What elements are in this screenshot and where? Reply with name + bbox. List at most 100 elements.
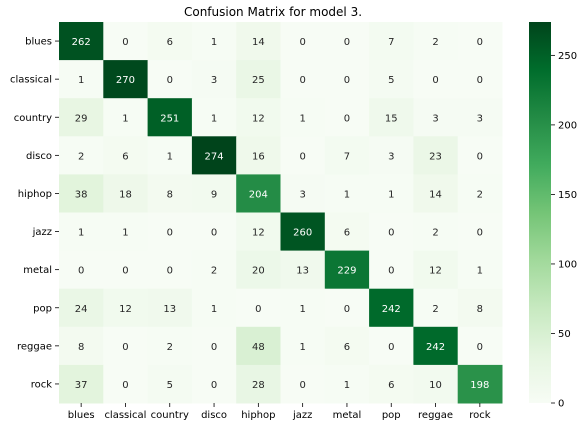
cell-value-label: 1 [211,304,217,315]
cell-value-label: 0 [344,113,350,124]
cell-value-label: 2 [477,189,483,200]
colorbar-gradient [529,22,551,403]
colorbar-tick-label: 250 [558,51,577,62]
cell-value-label: 28 [252,380,265,391]
cell-value-label: 0 [211,342,217,353]
cell-value-label: 0 [432,75,438,86]
cell-value-label: 0 [344,304,350,315]
cell-value-label: 204 [249,189,268,200]
cell-value-label: 0 [122,380,128,391]
cell-value-label: 12 [429,266,442,277]
cell-value-label: 1 [122,113,128,124]
x-tick-label: blues [68,410,95,421]
cell-value-label: 6 [344,228,350,239]
cell-value-label: 1 [299,113,305,124]
cell-value-label: 0 [477,37,483,48]
y-tick-label: metal [23,265,52,276]
cell-value-label: 1 [388,189,394,200]
cell-value-label: 1 [122,228,128,239]
cell-value-label: 3 [388,151,394,162]
y-tick-label: classical [10,75,52,86]
cell-value-label: 0 [255,304,261,315]
cell-value-label: 29 [75,113,88,124]
y-tick-label: disco [26,151,52,162]
cell-value-label: 242 [382,304,401,315]
y-tick-label: rock [31,379,53,390]
cell-value-label: 13 [163,304,176,315]
cell-value-label: 1 [477,266,483,277]
cell-value-label: 0 [388,266,394,277]
y-tick-labels: blues classical country disco hiphop jazz meta… [10,37,59,391]
cell-value-label: 8 [167,189,173,200]
cell-value-label: 2 [432,37,438,48]
cell-value-label: 2 [432,228,438,239]
y-tick-label: country [14,113,52,124]
cell-value-label: 2 [211,266,217,277]
cell-value-label: 1 [211,37,217,48]
cell-value-label: 5 [388,75,394,86]
cell-value-label: 2 [432,304,438,315]
cell-value-label: 1 [211,113,217,124]
heatmap-cells: 262 0 6 1 14 0 0 7 2 01 270 0 3 25 0 0 5 0 029 1 251 1 12 1 0 15 3… [59,22,503,404]
cell-value-label: 242 [426,342,445,353]
y-tick-label: reggae [17,341,52,352]
cell-value-label: 20 [252,266,265,277]
y-tick-label: blues [25,37,52,48]
cell-value-label: 8 [78,342,84,353]
cell-value-label: 24 [75,304,88,315]
cell-value-label: 270 [116,75,135,86]
cell-value-label: 1 [78,228,84,239]
x-tick-label: metal [333,410,362,421]
cell-value-label: 23 [429,151,442,162]
cell-value-label: 1 [299,342,305,353]
cell-value-label: 12 [252,228,265,239]
cell-value-label: 0 [167,266,173,277]
cell-value-label: 2 [78,151,84,162]
cell-value-label: 1 [167,151,173,162]
cell-value-label: 198 [470,380,489,391]
x-tick-label: disco [201,410,227,421]
cell-value-label: 13 [296,266,309,277]
cell-value-label: 0 [477,151,483,162]
cell-value-label: 7 [344,151,350,162]
cell-value-label: 0 [211,228,217,239]
cell-value-label: 2 [167,342,173,353]
cell-value-label: 0 [167,228,173,239]
x-tick-label: jazz [292,410,312,421]
cell-value-label: 0 [477,342,483,353]
y-tick-label: pop [33,303,52,314]
cell-value-label: 1 [344,189,350,200]
cell-value-label: 0 [211,380,217,391]
cell-value-label: 0 [122,342,128,353]
cell-value-label: 0 [344,37,350,48]
cell-value-label: 0 [388,342,394,353]
y-tick-label: jazz [32,227,52,238]
cell-value-label: 0 [78,266,84,277]
cell-value-label: 260 [293,228,312,239]
cell-value-label: 6 [344,342,350,353]
cell-value-label: 9 [211,189,217,200]
cell-value-label: 3 [432,113,438,124]
cell-value-label: 274 [205,151,224,162]
colorbar-tick-label: 50 [558,329,571,340]
cell-value-label: 38 [75,189,88,200]
cell-value-label: 14 [429,189,442,200]
cell-value-label: 16 [252,151,265,162]
y-tick-label: hiphop [18,189,52,200]
cell-value-label: 7 [388,37,394,48]
cell-value-label: 14 [252,37,265,48]
cell-value-label: 0 [299,380,305,391]
cell-value-label: 25 [252,75,265,86]
chart-title: Confusion Matrix for model 3. [184,5,362,19]
colorbar-tick-label: 150 [558,190,577,201]
cell-value-label: 8 [477,304,483,315]
cell-value-label: 0 [299,151,305,162]
cell-value-label: 0 [167,75,173,86]
cell-value-label: 0 [344,75,350,86]
cell-value-label: 3 [477,113,483,124]
colorbar-tick-label: 200 [558,120,577,131]
colorbar: 0 50 100 150 200 250 [529,22,577,410]
colorbar-tick-label: 0 [558,399,564,410]
cell-value-label: 0 [388,228,394,239]
